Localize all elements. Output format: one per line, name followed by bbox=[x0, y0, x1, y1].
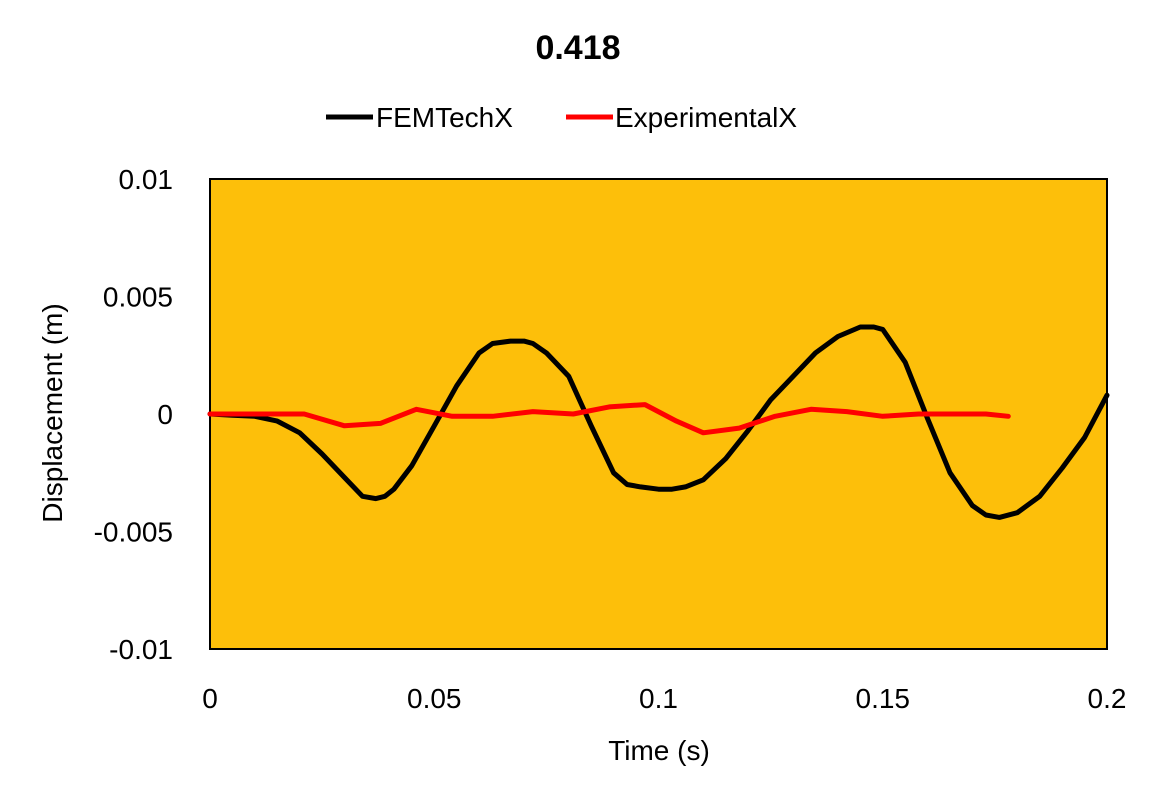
x-tick-label: 0 bbox=[202, 683, 218, 714]
y-tick-label: 0.005 bbox=[103, 282, 173, 313]
x-axis-title: Time (s) bbox=[608, 735, 710, 766]
x-tick-label: 0.15 bbox=[856, 683, 911, 714]
series-line-femtechx bbox=[207, 324, 1110, 520]
y-axis-ticks: 0.01 0.005 0 -0.005 -0.01 bbox=[94, 164, 173, 665]
x-tick-label: 0.2 bbox=[1088, 683, 1127, 714]
x-tick-label: 0.05 bbox=[407, 683, 462, 714]
legend-label-femtechx: FEMTechX bbox=[376, 102, 513, 133]
y-tick-label: 0.01 bbox=[119, 164, 174, 195]
y-tick-label: 0 bbox=[157, 399, 173, 430]
x-tick-label: 0.1 bbox=[639, 683, 678, 714]
y-axis-title: Displacement (m) bbox=[37, 303, 68, 522]
series-line-experimentalx bbox=[207, 402, 1011, 436]
legend: FEMTechX ExperimentalX bbox=[326, 102, 797, 133]
series-layer bbox=[207, 324, 1110, 520]
legend-label-experimentalx: ExperimentalX bbox=[615, 102, 797, 133]
x-axis-ticks: 0 0.05 0.1 0.15 0.2 bbox=[202, 683, 1126, 714]
y-tick-label: -0.005 bbox=[94, 517, 173, 548]
y-tick-label: -0.01 bbox=[109, 634, 173, 665]
chart-title: 0.418 bbox=[535, 29, 620, 67]
